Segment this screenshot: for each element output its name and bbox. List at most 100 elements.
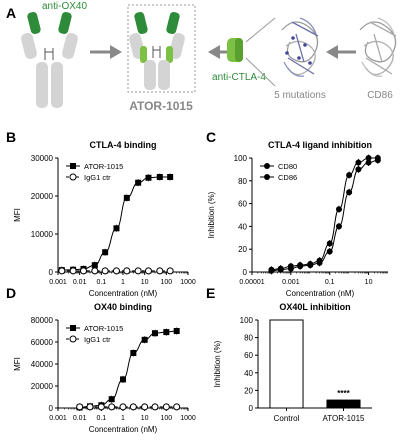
chart-title: OX40 binding [94, 302, 152, 312]
data-point [79, 267, 87, 275]
legend-marker [69, 173, 77, 181]
data-point [112, 267, 120, 275]
cd86-protein-structure-icon [359, 17, 397, 77]
data-point [365, 159, 372, 166]
mutations-label: 5 mutations [274, 90, 326, 101]
data-point [151, 403, 159, 411]
significance-label: **** [337, 389, 350, 398]
data-point [113, 225, 120, 232]
data-point [326, 248, 333, 255]
product-dotted-box [127, 4, 196, 93]
data-point [144, 267, 152, 275]
mutated-protein-structure-icon [281, 17, 319, 77]
x-tick-label: 1000 [180, 415, 196, 422]
bar [326, 399, 361, 409]
series-1 [58, 267, 174, 275]
x-tick-label: 0.1 [96, 279, 106, 286]
data-point [102, 249, 109, 256]
y-axis-label: MFI [13, 357, 22, 371]
data-point [141, 403, 149, 411]
y-tick-label: 80000 [31, 316, 54, 325]
data-point [135, 179, 142, 186]
data-point [119, 403, 127, 411]
y-tick-label: 60 [244, 351, 253, 360]
data-point [173, 403, 181, 411]
anti-ctla4-domain-icon [227, 38, 243, 62]
x-tick-label: 0.001 [49, 415, 67, 422]
x-tick-label: 10 [141, 415, 149, 422]
ator-1015-antibody-icon [129, 11, 185, 90]
data-point [120, 376, 126, 383]
data-point [355, 159, 362, 166]
data-point [123, 194, 130, 201]
data-point [163, 329, 170, 336]
data-point [156, 267, 164, 275]
data-point [335, 206, 342, 213]
y-tick-label: 0 [243, 268, 248, 277]
data-point [101, 267, 109, 275]
data-point [316, 259, 323, 266]
y-tick-label: 20 [238, 245, 247, 254]
legend-label: IgG1 ctr [84, 335, 111, 344]
x-tick-label: 0.00001 [239, 279, 264, 286]
ator-1015-label: ATOR-1015 [129, 99, 193, 113]
y-tick-label: 20000 [31, 192, 54, 201]
x-tick-label: 10 [141, 279, 149, 286]
y-axis-label: MFI [13, 208, 22, 222]
y-tick-label: 80 [244, 334, 253, 343]
y-tick-label: 10000 [31, 230, 54, 239]
data-point [152, 330, 159, 337]
y-tick-label: 40000 [31, 360, 54, 369]
series-1 [76, 403, 181, 411]
data-point [69, 267, 77, 275]
x-tick-label: 10 [365, 279, 373, 286]
x-tick-label: 0.001 [49, 279, 67, 286]
anti-ox40-label: anti-OX40 [42, 1, 87, 12]
x-tick-label: ATOR-1015 [323, 414, 365, 423]
data-point [108, 403, 116, 411]
data-point [58, 267, 66, 275]
data-point [167, 174, 174, 180]
y-tick-label: 0 [49, 404, 54, 413]
data-point [91, 267, 99, 275]
x-axis-label: Concentration (nM) [89, 289, 158, 298]
data-point [355, 166, 362, 173]
legend-marker [264, 163, 270, 169]
x-axis-label: Concentration (nM) [89, 425, 158, 434]
y-tick-label: 80 [238, 177, 247, 186]
data-point [365, 155, 372, 161]
x-tick-label: 0.1 [96, 415, 106, 422]
y-tick-label: 0 [249, 404, 254, 413]
legend-marker [70, 163, 76, 169]
panel-d-letter: D [6, 285, 17, 301]
data-point [86, 403, 94, 411]
y-tick-label: 40 [244, 369, 253, 378]
data-point [277, 266, 284, 273]
y-tick-label: 100 [240, 316, 254, 325]
x-tick-label: 0.01 [73, 415, 87, 422]
y-tick-label: 20 [244, 386, 253, 395]
x-tick-label: 0.001 [282, 279, 300, 286]
y-tick-label: 60 [238, 200, 247, 209]
x-tick-label: 1 [121, 415, 125, 422]
data-point [307, 262, 314, 269]
y-axis-label: Inhibition (%) [207, 191, 216, 238]
x-tick-label: 100 [160, 279, 172, 286]
panel-c-letter: C [206, 129, 217, 145]
arrow-right-icon [90, 45, 122, 59]
x-tick-label: 1 [121, 279, 125, 286]
bar [269, 319, 304, 409]
data-point [145, 174, 152, 181]
data-point [134, 267, 142, 275]
x-tick-label: 1000 [180, 279, 196, 286]
series-1 [268, 156, 381, 275]
data-point [129, 403, 137, 411]
chart-title: CTLA-4 binding [90, 140, 157, 150]
legend-label: ATOR-1015 [84, 162, 123, 171]
legend-label: CD86 [278, 173, 297, 182]
chart-title: OX40L inhibition [279, 302, 350, 312]
